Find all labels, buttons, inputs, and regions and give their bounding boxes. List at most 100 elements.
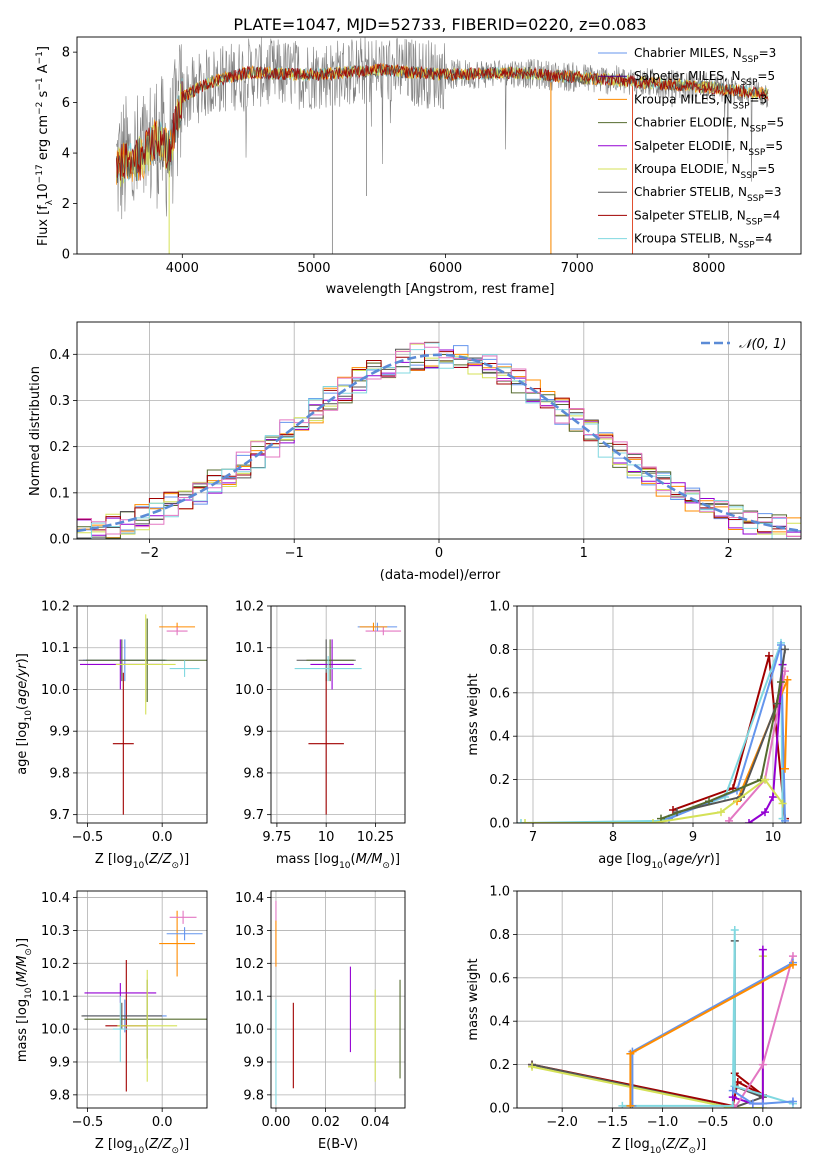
label-part: =4 <box>763 208 781 222</box>
label-part: 10 <box>24 710 34 722</box>
axes-frame <box>76 36 802 255</box>
y-tick-label: 0.6 <box>489 971 510 986</box>
y-axis-label: Flux [fλ10−17 erg cm−2 s−1 A−1] <box>35 46 55 246</box>
weight-series-line <box>748 664 784 823</box>
x-tick-label: 9 <box>689 830 697 845</box>
x-tick-label: −2.0 <box>546 1115 578 1130</box>
label-part: Z/Z <box>148 852 172 867</box>
label-part: ( <box>661 1137 666 1152</box>
weight-series-line <box>622 930 794 1107</box>
label-part: −1 <box>35 77 45 90</box>
label-part: −17 <box>35 164 45 183</box>
legend-label: Chabrier STELIB, NSSP=3 <box>634 185 782 204</box>
weight-marker <box>730 1104 739 1108</box>
label-part: Z/Z <box>665 1137 689 1152</box>
x-tick-label: 0.02 <box>311 1115 340 1130</box>
weight-marker <box>765 651 773 660</box>
label-part: age/yr <box>15 662 30 705</box>
ticks: −2.0 −1.5 −1.0 −0.5 0.0 0.0 0.2 0.4 0.6 0.8 1.0 <box>489 885 773 1131</box>
legend-label: Salpeter STELIB, NSSP=4 <box>634 208 780 227</box>
ebv-mass-panel: 0.00 0.02 0.04 9.8 9.9 10.0 10.1 10.2 10.3 10.4 E(… <box>235 890 406 1152</box>
grid <box>271 891 405 1108</box>
histogram-series <box>77 342 801 537</box>
label-part: 10 <box>36 183 51 200</box>
label-part: Salpeter STELIB, N <box>634 208 746 222</box>
label-part: 10 <box>650 1146 662 1156</box>
plot-area <box>116 37 769 254</box>
y-axis-label: mass weight <box>466 673 481 755</box>
y-tick-label: 6 <box>62 96 70 111</box>
x-tick-label: 1 <box>580 546 588 561</box>
grid <box>77 605 207 823</box>
label-part: SSP <box>733 101 750 111</box>
label-part: )] <box>179 852 189 867</box>
weight-marker <box>626 1049 635 1058</box>
x-tick-label: 4000 <box>166 261 199 276</box>
y-tick-label: 0.4 <box>489 730 510 745</box>
weight-marker <box>769 792 777 801</box>
label-part: =4 <box>755 232 773 246</box>
weight-marker <box>777 677 785 686</box>
x-tick-label: −0.5 <box>697 1115 729 1130</box>
x-tick-label: −2 <box>140 546 159 561</box>
x-tick-label: −0.5 <box>72 1115 104 1130</box>
y-tick-label: 9.9 <box>49 725 70 740</box>
plot-area <box>81 910 207 1092</box>
label-part: erg cm <box>36 115 51 164</box>
label-part: =5 <box>757 162 775 176</box>
x-tick-label: 6000 <box>429 261 462 276</box>
y-tick-label: 10.4 <box>235 891 264 906</box>
grid <box>517 890 801 1109</box>
weight-marker <box>626 1101 635 1108</box>
y-tick-label: 0.4 <box>489 1015 510 1030</box>
label-part: SSP <box>747 194 764 204</box>
x-tick-label: −1.0 <box>647 1115 679 1130</box>
legend-label: Kroupa ELODIE, NSSP=5 <box>634 162 775 181</box>
y-tick-label: 0.6 <box>489 686 510 701</box>
label-part: s <box>36 90 51 101</box>
label-part: Flux [f <box>36 205 51 246</box>
label-part: Chabrier MILES, N <box>634 46 742 60</box>
weight-marker <box>781 816 789 823</box>
y-tick-label: 9.9 <box>243 1055 264 1070</box>
mass-age-panel: 9.75 10 10.25 9.7 9.8 9.9 10.0 10.1 10.2 mass [lo… <box>235 600 406 871</box>
label-part: Z [log <box>95 852 133 867</box>
weight-marker <box>748 1099 757 1108</box>
legend-label: 𝒩(0, 1) <box>739 337 786 352</box>
grid <box>517 605 801 824</box>
y-tick-label: 1.0 <box>489 885 510 900</box>
y-tick-label: 1.0 <box>489 600 510 615</box>
label-part: SSP <box>750 125 767 135</box>
y-tick-label: 0.8 <box>489 928 510 943</box>
weight-marker <box>788 1097 797 1106</box>
weight-marker <box>788 960 797 969</box>
weight-marker <box>758 1060 767 1069</box>
label-part: M/M <box>15 956 30 983</box>
weight-marker <box>758 945 767 954</box>
label-part: )] <box>390 852 400 867</box>
label-part: age [log <box>598 852 651 867</box>
y-tick-label: 9.7 <box>243 808 264 823</box>
weight-marker <box>728 1086 737 1095</box>
weight-marker <box>725 816 733 823</box>
weight-marker <box>781 645 789 654</box>
label-part: mass [log <box>15 999 30 1062</box>
x-axis-label: Z [log10(Z/Z⊙)] <box>95 852 189 871</box>
x-tick-label: 8 <box>609 830 617 845</box>
y-tick-label: 9.8 <box>49 766 70 781</box>
weight-marker <box>528 1062 537 1071</box>
plot-area <box>294 622 402 815</box>
y-tick-label: 0.2 <box>489 1058 510 1073</box>
axes-frame <box>516 605 802 824</box>
label-part: ⊙ <box>382 861 390 871</box>
label-part: ( <box>15 705 30 710</box>
x-tick-label: 10 <box>318 830 335 845</box>
weight-marker <box>730 1082 739 1091</box>
x-tick-label: −1 <box>285 546 304 561</box>
x-tick-label: 7000 <box>561 261 594 276</box>
legend-label: Salpeter MILES, NSSP=5 <box>634 69 775 88</box>
y-tick-label: 9.9 <box>49 1055 70 1070</box>
label-part: Z/Z <box>148 1137 172 1152</box>
label-part: 10 <box>651 861 663 871</box>
